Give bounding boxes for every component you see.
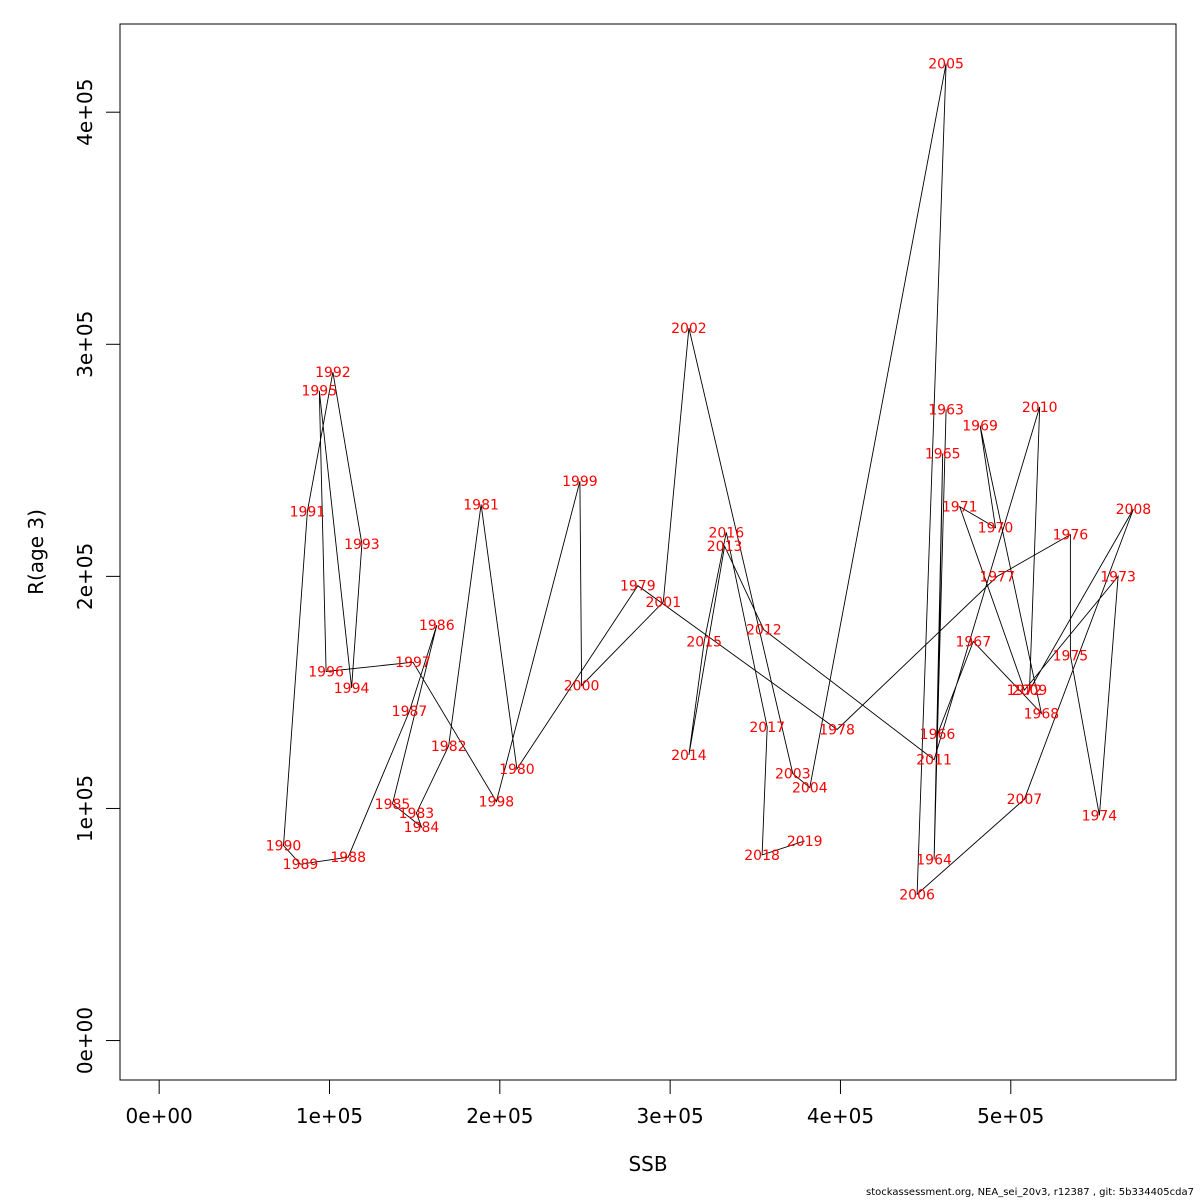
point-label-1986: 1986	[419, 618, 455, 634]
x-axis-title: SSB	[628, 1152, 667, 1176]
point-label-1979: 1979	[620, 579, 656, 595]
point-label-1967: 1967	[955, 634, 991, 650]
y-tick-label: 4e+05	[73, 79, 97, 146]
footer-caption: stockassessment.org, NEA_sei_20v3, r1238…	[866, 1187, 1194, 1198]
point-label-2008: 2008	[1116, 502, 1152, 518]
point-label-1997: 1997	[395, 655, 431, 671]
point-label-1998: 1998	[479, 795, 515, 811]
point-label-1987: 1987	[392, 704, 428, 720]
y-axis-title: R(age 3)	[24, 509, 48, 595]
point-label-1972: 1972	[1007, 683, 1043, 699]
ssb-recruitment-path	[283, 63, 1134, 896]
point-label-2011: 2011	[916, 753, 952, 769]
y-tick-label: 2e+05	[73, 543, 97, 610]
point-label-1964: 1964	[916, 853, 952, 869]
x-axis: 0e+00 1e+05 2e+05 3e+05 4e+05 5e+05	[126, 1079, 1044, 1128]
y-axis: 0e+00 1e+05 2e+05 3e+05 4e+05	[73, 79, 121, 1074]
point-label-1992: 1992	[315, 365, 351, 381]
point-label-2018: 2018	[744, 848, 780, 864]
x-tick-label: 3e+05	[637, 1104, 704, 1128]
point-label-1996: 1996	[308, 665, 344, 681]
point-label-2001: 2001	[645, 595, 681, 611]
point-label-2014: 2014	[671, 748, 707, 764]
point-label-2006: 2006	[899, 887, 935, 903]
point-label-1999: 1999	[562, 474, 598, 490]
point-label-1984: 1984	[404, 820, 440, 836]
point-label-1973: 1973	[1100, 569, 1136, 585]
point-label-1963: 1963	[928, 402, 964, 418]
point-label-1974: 1974	[1082, 808, 1118, 824]
point-label-1993: 1993	[344, 537, 380, 553]
x-tick-label: 5e+05	[977, 1104, 1044, 1128]
point-label-1991: 1991	[290, 504, 326, 520]
plot-frame	[119, 23, 1177, 1081]
point-label-1988: 1988	[330, 850, 366, 866]
x-tick-label: 0e+00	[126, 1104, 193, 1128]
point-label-1965: 1965	[925, 446, 961, 462]
point-label-2016: 2016	[708, 525, 744, 541]
series-line	[283, 63, 1134, 896]
point-label-1970: 1970	[978, 521, 1014, 537]
point-label-2013: 2013	[707, 539, 743, 555]
point-label-1978: 1978	[819, 723, 855, 739]
point-label-2017: 2017	[749, 720, 785, 736]
point-label-1980: 1980	[499, 762, 535, 778]
x-tick-label: 1e+05	[296, 1104, 363, 1128]
point-label-2019: 2019	[787, 834, 823, 850]
point-label-1971: 1971	[942, 500, 978, 516]
point-label-2000: 2000	[564, 679, 600, 695]
point-label-2002: 2002	[671, 321, 707, 337]
point-label-2010: 2010	[1022, 400, 1058, 416]
point-label-1981: 1981	[463, 497, 499, 513]
point-label-2004: 2004	[792, 781, 828, 797]
y-tick-label: 3e+05	[73, 311, 97, 378]
point-label-1969: 1969	[962, 419, 998, 435]
point-label-2003: 2003	[775, 767, 811, 783]
point-label-1976: 1976	[1053, 528, 1089, 544]
point-label-1982: 1982	[431, 739, 467, 755]
y-tick-label: 1e+05	[73, 775, 97, 842]
point-label-1975: 1975	[1053, 648, 1089, 664]
point-label-1968: 1968	[1024, 706, 1060, 722]
point-label-1977: 1977	[979, 569, 1015, 585]
point-label-1995: 1995	[301, 384, 337, 400]
point-label-2012: 2012	[746, 623, 782, 639]
point-label-2007: 2007	[1007, 792, 1043, 808]
point-label-1990: 1990	[266, 839, 302, 855]
point-label-1985: 1985	[375, 797, 411, 813]
point-label-1989: 1989	[283, 857, 319, 873]
point-label-1983: 1983	[399, 806, 435, 822]
point-label-1994: 1994	[334, 681, 370, 697]
point-label-2015: 2015	[686, 634, 722, 650]
point-label-2009: 2009	[1012, 683, 1048, 699]
x-tick-label: 4e+05	[807, 1104, 874, 1128]
y-tick-label: 0e+00	[73, 1007, 97, 1074]
point-label-2005: 2005	[928, 57, 964, 73]
x-tick-label: 2e+05	[466, 1104, 533, 1128]
point-label-1966: 1966	[920, 727, 956, 743]
